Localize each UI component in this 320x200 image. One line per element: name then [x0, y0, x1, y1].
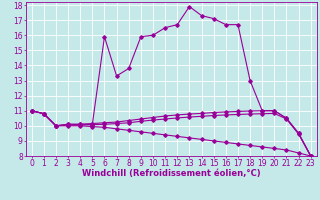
X-axis label: Windchill (Refroidissement éolien,°C): Windchill (Refroidissement éolien,°C)	[82, 169, 260, 178]
